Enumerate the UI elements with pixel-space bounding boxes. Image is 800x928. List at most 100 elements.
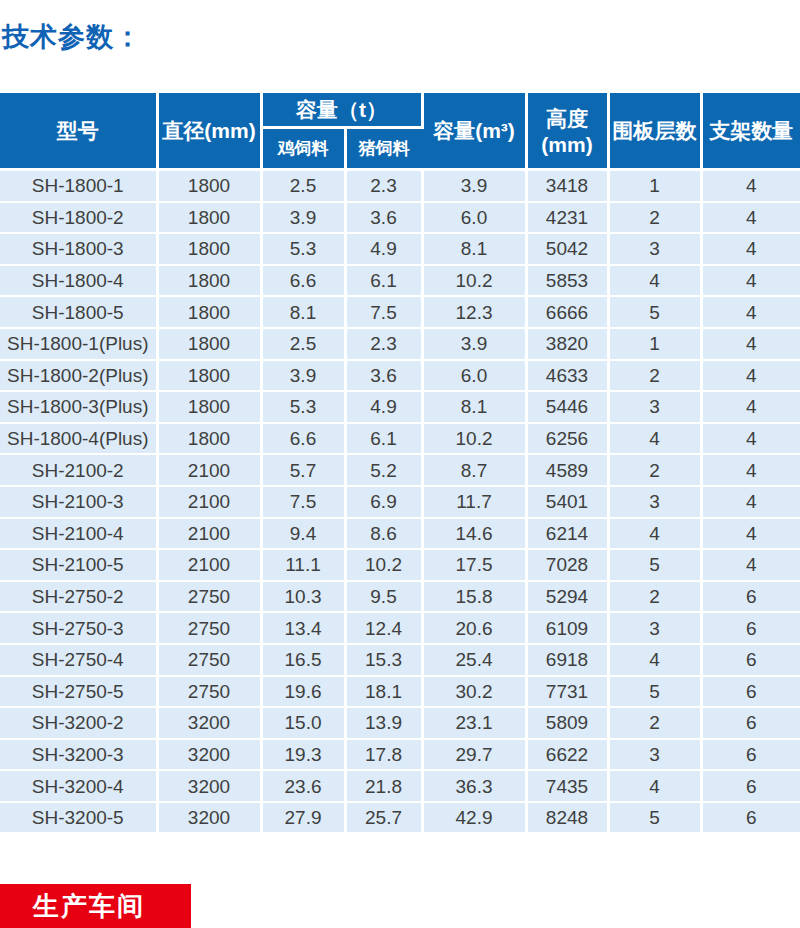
table-cell: 5 [608,549,701,581]
table-cell: 3.9 [422,170,526,202]
table-cell: 4 [608,423,701,455]
table-cell: 6.0 [422,360,526,392]
table-cell: 3 [608,391,701,423]
table-row: SH-2750-4275016.515.325.4691846 [0,644,800,676]
table-cell: 6 [701,676,800,708]
table-cell: 1800 [157,233,261,265]
table-cell: 9.5 [345,581,422,613]
table-cell: SH-2750-2 [0,581,157,613]
table-cell: 2 [608,454,701,486]
table-cell: 2750 [157,644,261,676]
table-cell: 5.2 [345,454,422,486]
table-cell: 6256 [526,423,608,455]
table-cell: 3 [608,739,701,771]
table-cell: 5.7 [261,454,345,486]
table-cell: 25.7 [345,802,422,834]
table-cell: 6 [701,802,800,834]
table-cell: 8.7 [422,454,526,486]
table-cell: SH-1800-4(Plus) [0,423,157,455]
specs-table: 型号 直径(mm) 容量（t） 容量(m³) 高度(mm) 围板层数 支架数量 … [0,93,800,834]
table-cell: 5 [608,296,701,328]
table-cell: 3 [608,612,701,644]
table-cell: 5 [608,676,701,708]
table-cell: 27.9 [261,802,345,834]
table-cell: SH-2100-3 [0,486,157,518]
table-cell: 4 [608,518,701,550]
table-cell: 6.9 [345,486,422,518]
table-cell: 2100 [157,518,261,550]
table-cell: 17.8 [345,739,422,771]
table-cell: 9.4 [261,518,345,550]
table-cell: 1 [608,170,701,202]
column-header-capacity-t-group: 容量（t） [261,93,422,128]
table-row: SH-1800-4(Plus)18006.66.110.2625644 [0,423,800,455]
table-cell: 2 [608,707,701,739]
table-cell: 3.6 [345,360,422,392]
table-row: SH-1800-518008.17.512.3666654 [0,296,800,328]
table-cell: 36.3 [422,770,526,802]
table-row: SH-2750-5275019.618.130.2773156 [0,676,800,708]
table-cell: 8248 [526,802,608,834]
table-cell: 1800 [157,360,261,392]
table-cell: 6.6 [261,265,345,297]
table-cell: 13.9 [345,707,422,739]
table-cell: SH-1800-5 [0,296,157,328]
table-cell: 1800 [157,328,261,360]
table-cell: 5.3 [261,233,345,265]
table-cell: 4 [701,265,800,297]
table-cell: 4.9 [345,391,422,423]
column-header-diameter: 直径(mm) [157,93,261,170]
table-cell: 1800 [157,391,261,423]
table-cell: 4 [701,454,800,486]
table-cell: 23.6 [261,770,345,802]
table-cell: 19.6 [261,676,345,708]
table-cell: 23.1 [422,707,526,739]
table-cell: 2 [608,360,701,392]
table-row: SH-3200-2320015.013.923.1580926 [0,707,800,739]
table-cell: 6666 [526,296,608,328]
table-cell: SH-1800-1 [0,170,157,202]
table-row: SH-3200-3320019.317.829.7662236 [0,739,800,771]
table-cell: 7435 [526,770,608,802]
table-cell: 3200 [157,707,261,739]
table-cell: 4 [701,549,800,581]
table-cell: 8.1 [422,391,526,423]
table-cell: 2100 [157,549,261,581]
table-cell: 2.3 [345,170,422,202]
column-header-capacity-m3: 容量(m³) [422,93,526,170]
column-header-pig-feed: 猪饲料 [345,128,422,170]
table-cell: 7.5 [345,296,422,328]
table-cell: 6109 [526,612,608,644]
table-cell: 15.8 [422,581,526,613]
table-cell: SH-1800-3 [0,233,157,265]
column-header-support-count: 支架数量 [701,93,800,170]
table-row: SH-1800-3(Plus)18005.34.98.1544634 [0,391,800,423]
table-cell: 7731 [526,676,608,708]
table-row: SH-2100-5210011.110.217.5702854 [0,549,800,581]
table-cell: 11.1 [261,549,345,581]
table-cell: 4 [701,296,800,328]
table-cell: 6.6 [261,423,345,455]
table-row: SH-1800-318005.34.98.1504234 [0,233,800,265]
table-cell: 10.2 [422,423,526,455]
table-cell: 5294 [526,581,608,613]
table-cell: SH-1800-2(Plus) [0,360,157,392]
table-cell: 6.1 [345,423,422,455]
table-cell: 2.5 [261,170,345,202]
table-cell: 5 [608,802,701,834]
table-cell: 6 [701,770,800,802]
table-cell: 10.2 [422,265,526,297]
page: 技术参数： 型号 直径(mm) 容量（t） 容量(m³) 高度(mm) 围板层数… [0,0,800,928]
table-row: SH-1800-2(Plus)18003.93.66.0463324 [0,360,800,392]
table-cell: 15.0 [261,707,345,739]
table-cell: 6 [701,739,800,771]
table-cell: SH-2750-5 [0,676,157,708]
table-row: SH-3200-5320027.925.742.9824856 [0,802,800,834]
column-header-chicken-feed: 鸡饲料 [261,128,345,170]
table-cell: 8.1 [422,233,526,265]
table-cell: 12.3 [422,296,526,328]
table-cell: SH-1800-2 [0,202,157,234]
table-cell: SH-1800-4 [0,265,157,297]
table-cell: 4 [701,233,800,265]
table-cell: 3 [608,233,701,265]
